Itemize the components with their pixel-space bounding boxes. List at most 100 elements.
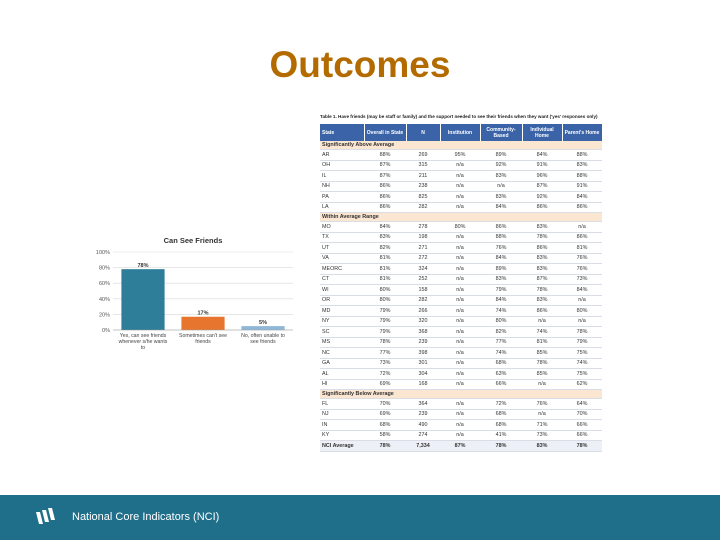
table-cell: 72% xyxy=(364,368,406,380)
table-row: AR 88% 269 95% 89% 84% 88% xyxy=(320,149,602,161)
table-cell: 89% xyxy=(480,263,522,275)
table-cell: 86% xyxy=(364,191,406,203)
table-cell: n/a xyxy=(440,379,480,390)
category-label-line: whenever s/he wants xyxy=(119,339,168,345)
y-tick-label: 0% xyxy=(102,328,110,334)
table-cell: 68% xyxy=(480,358,522,369)
footer-text: National Core Indicators (NCI) xyxy=(72,511,220,523)
table-cell: 77% xyxy=(480,337,522,348)
table-cell: n/a xyxy=(440,430,480,441)
y-tick-label: 80% xyxy=(99,266,110,272)
table-cell: n/a xyxy=(440,326,480,338)
table-row: HI 69% 168 n/a 66% n/a 62% xyxy=(320,379,602,390)
table-cell: 88% xyxy=(364,149,406,161)
table-cell: AL xyxy=(320,368,364,380)
table-cell: SC xyxy=(320,326,364,338)
table-cell: n/a xyxy=(440,305,480,317)
column-header: Institution xyxy=(440,124,481,141)
table-row: NC 77% 398 n/a 74% 85% 75% xyxy=(320,347,602,359)
footer-bar: National Core Indicators (NCI) xyxy=(0,495,720,540)
table-cell: 211 xyxy=(406,170,440,182)
state-outcomes-table: State Overall in State N Institution Communi… xyxy=(320,124,603,452)
table-row: IL 87% 211 n/a 83% 96% 88% xyxy=(320,170,602,182)
y-tick-label: 40% xyxy=(99,297,110,303)
table-cell: 78% xyxy=(522,358,562,369)
table-cell: n/a xyxy=(440,181,480,192)
table-cell: n/a xyxy=(440,358,480,369)
table-cell: 238 xyxy=(406,181,440,192)
table-cell: 69% xyxy=(364,379,406,390)
table-cell: n/a xyxy=(440,419,480,431)
table-cell: 74% xyxy=(480,305,522,317)
data-label: 5% xyxy=(259,320,267,326)
table-cell: 282 xyxy=(406,202,440,213)
table-cell: 88% xyxy=(562,170,602,182)
y-tick-label: 60% xyxy=(99,281,110,287)
category-label: Sometimes can't see friends xyxy=(179,333,227,345)
table-cell: 79% xyxy=(364,305,406,317)
table-cell: n/a xyxy=(440,398,480,410)
table-cell: 271 xyxy=(406,242,440,254)
table-cell: 87% xyxy=(522,181,562,192)
column-header: Parent's Home xyxy=(562,124,603,141)
table-cell: n/a xyxy=(440,232,480,243)
table-cell: NCI Average xyxy=(320,440,364,452)
table-cell: n/a xyxy=(440,316,480,327)
table-cell: 7,334 xyxy=(406,440,440,452)
table-row: FL 70% 364 n/a 72% 76% 64% xyxy=(320,398,602,410)
table-cell: 84% xyxy=(480,295,522,306)
table-row: SC 79% 368 n/a 82% 74% 78% xyxy=(320,326,602,338)
table-cell: n/a xyxy=(562,295,602,306)
table-cell: 79% xyxy=(364,316,406,327)
table-cell: 274 xyxy=(406,430,440,441)
table-cell: 73% xyxy=(364,358,406,369)
table-cell: 86% xyxy=(480,221,522,233)
table-cell: 87% xyxy=(522,274,562,285)
table-cell: PA xyxy=(320,191,364,203)
table-cell: 80% xyxy=(440,221,480,233)
table-cell: MEORC xyxy=(320,263,364,275)
table-cell: 86% xyxy=(562,202,602,213)
table-cell: 79% xyxy=(562,337,602,348)
table-row: OR 80% 282 n/a 84% 83% n/a xyxy=(320,295,602,306)
table-cell: HI xyxy=(320,379,364,390)
table-cell: n/a xyxy=(480,181,522,192)
table-cell: 158 xyxy=(406,284,440,296)
category-label: No, often unable to see friends xyxy=(241,333,285,345)
table-cell: 74% xyxy=(480,347,522,359)
table-cell: 85% xyxy=(522,368,562,380)
table-cell: 490 xyxy=(406,419,440,431)
column-header: N xyxy=(406,124,441,141)
table-cell: n/a xyxy=(440,284,480,296)
table-cell: 78% xyxy=(364,440,406,452)
table-row: LA 86% 282 n/a 84% 86% 86% xyxy=(320,202,602,213)
can-see-friends-chart: Can See Friends 0% 20% 40% 60% 80% 100% 78% Yes,… xyxy=(88,232,298,362)
table-cell: 269 xyxy=(406,149,440,161)
table-cell: NY xyxy=(320,316,364,327)
column-header: Individual Home xyxy=(522,124,563,141)
table-cell: n/a xyxy=(440,368,480,380)
section-row: Significantly Below Average xyxy=(320,389,602,399)
table-cell: 80% xyxy=(562,305,602,317)
table-cell: 84% xyxy=(480,253,522,264)
y-tick-label: 20% xyxy=(99,312,110,318)
table-cell: WI xyxy=(320,284,364,296)
category-label: Yes, can see friends whenever s/he wants t… xyxy=(119,333,168,351)
y-tick-label: 100% xyxy=(96,250,110,256)
table-cell: VA xyxy=(320,253,364,264)
table-cell: 83% xyxy=(522,253,562,264)
table-cell: 64% xyxy=(562,398,602,410)
table-cell: TX xyxy=(320,232,364,243)
table-body: Significantly Above Average AR 88% 269 95% 89… xyxy=(320,141,602,452)
table-cell: 76% xyxy=(480,242,522,254)
table-cell: CT xyxy=(320,274,364,285)
table-cell: 266 xyxy=(406,305,440,317)
table-row: NJ 69% 239 n/a 68% n/a 70% xyxy=(320,409,602,420)
bar xyxy=(181,316,225,330)
table-cell: 87% xyxy=(364,160,406,171)
table-cell: 88% xyxy=(480,232,522,243)
table-row: UT 82% 271 n/a 76% 86% 81% xyxy=(320,242,602,254)
column-header: Overall in State xyxy=(364,124,407,141)
category-label-line: Yes, can see friends xyxy=(120,333,167,339)
table-cell: 86% xyxy=(364,181,406,192)
